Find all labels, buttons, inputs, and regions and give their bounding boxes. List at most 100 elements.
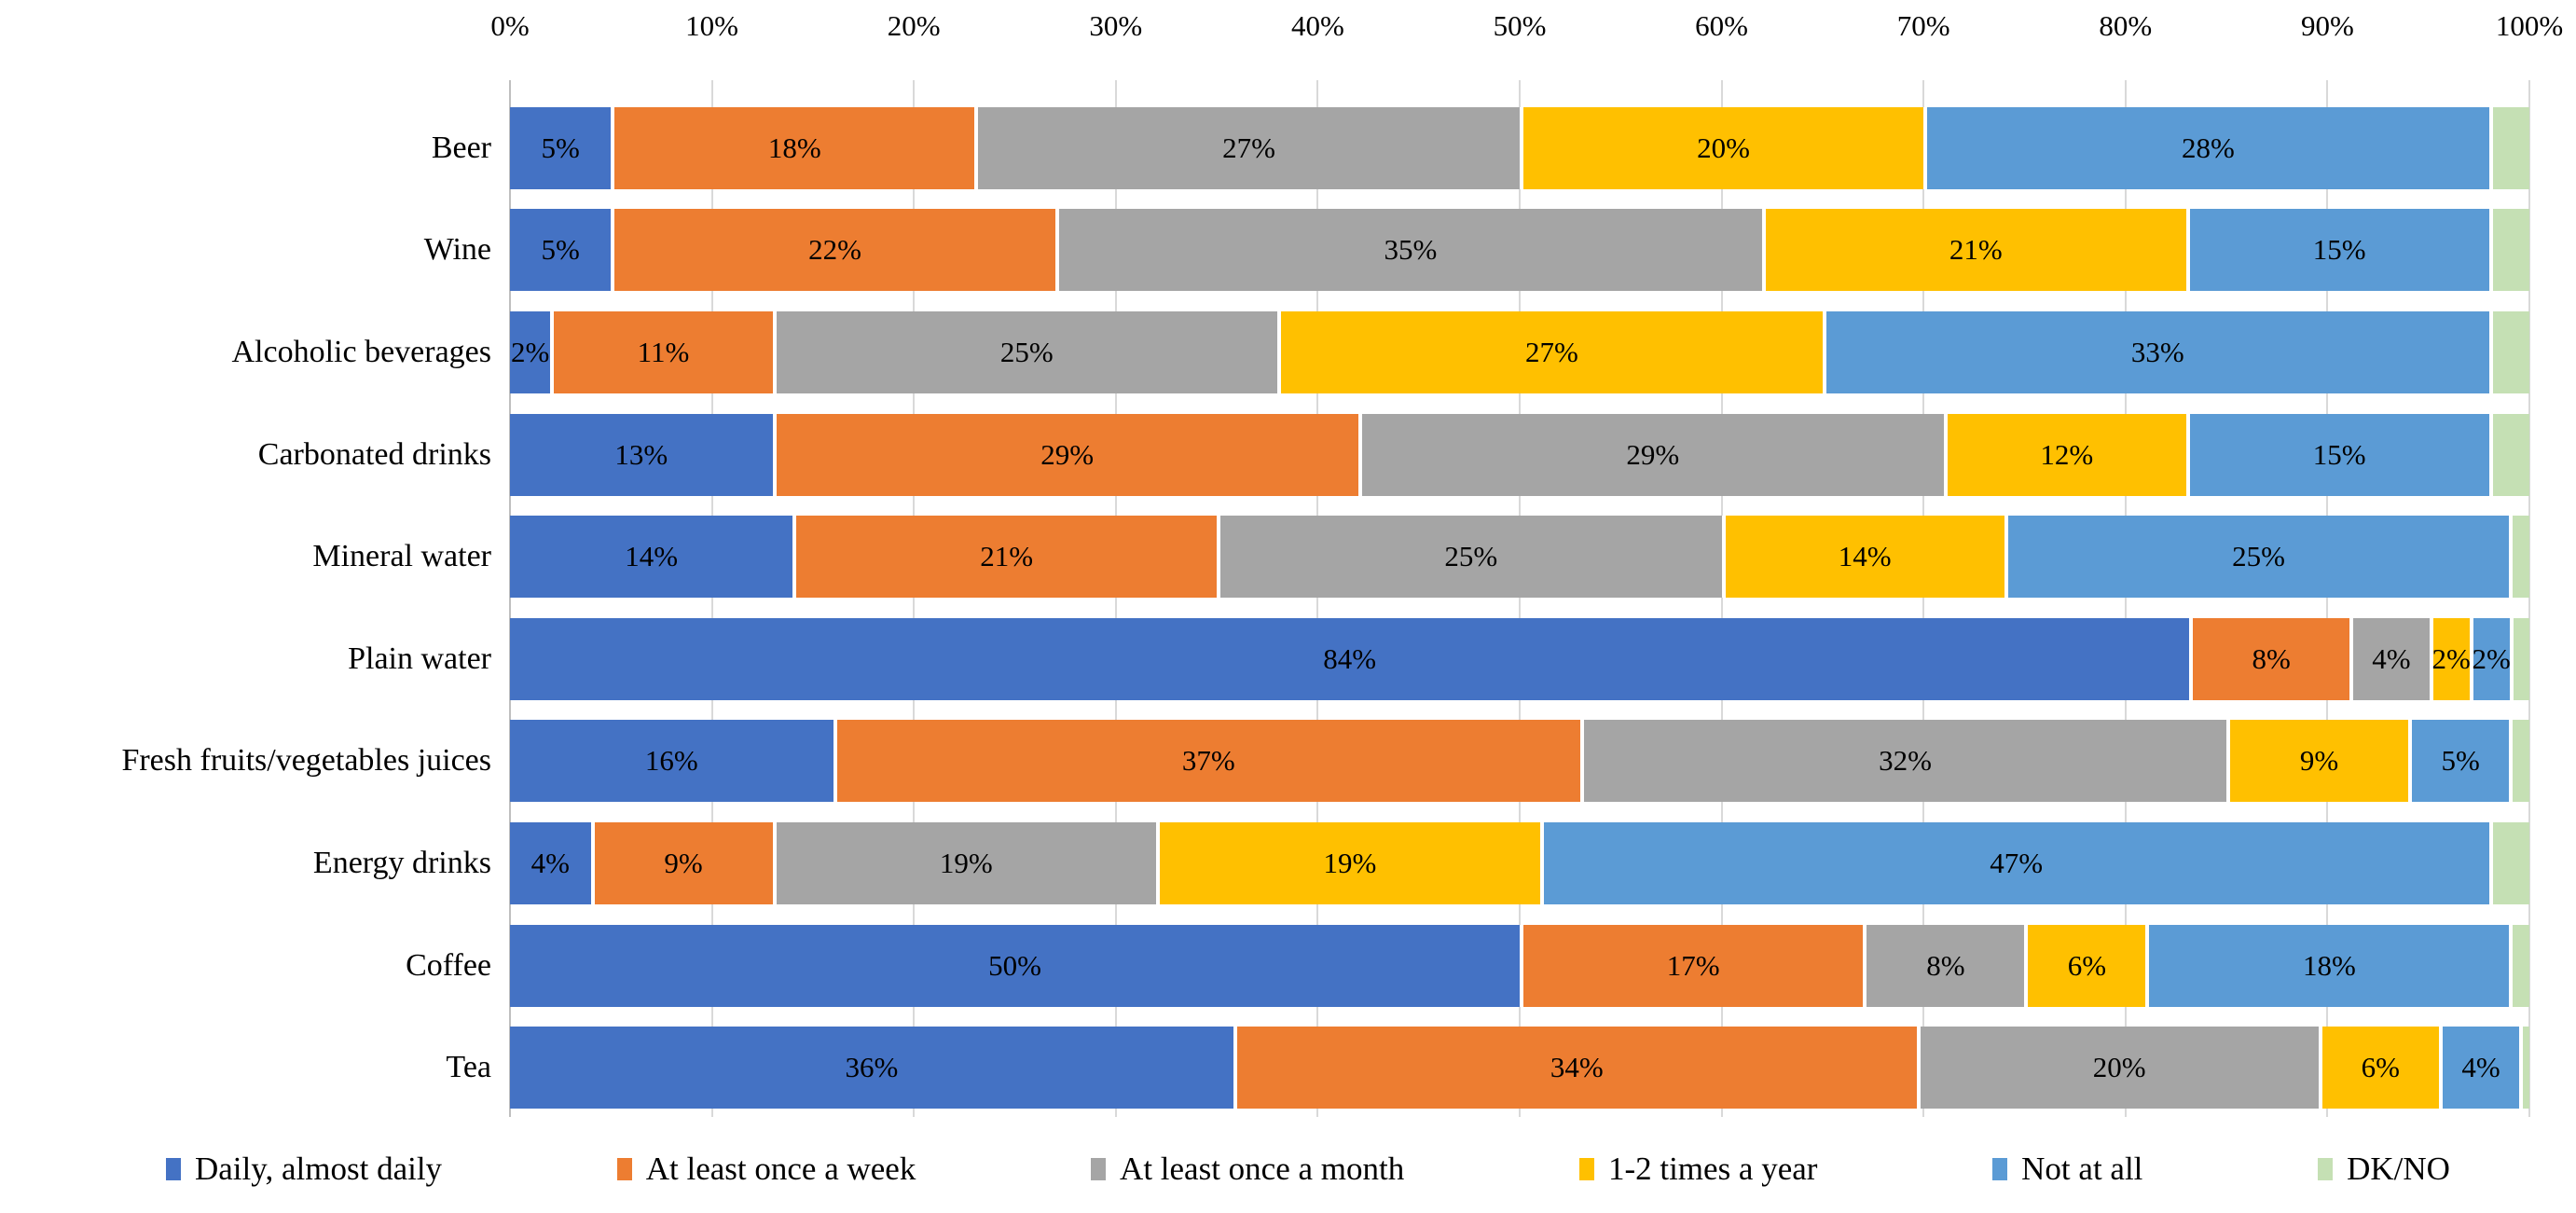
bar-segment: 36%: [510, 1027, 1233, 1110]
bar-segment: 18%: [2145, 924, 2510, 1007]
category-label: Coffee: [406, 947, 491, 983]
segment-value-label: 19%: [939, 846, 993, 879]
legend-item: DK/NO: [2318, 1151, 2450, 1188]
legend-item: Not at all: [1992, 1151, 2142, 1188]
bar-segment: 5%: [510, 209, 612, 292]
segment-value-label: 29%: [1626, 437, 1680, 471]
legend-label: At least once a week: [645, 1151, 916, 1187]
gridline: [1720, 80, 1723, 1117]
bar-segment: 84%: [510, 617, 2190, 700]
segment-value-label: 12%: [2040, 437, 2094, 471]
bar-segment: 2%: [2429, 617, 2471, 700]
legend-swatch-icon: [1992, 1158, 2008, 1180]
segment-value-label: 16%: [644, 744, 698, 778]
segment-value-label: 4%: [530, 846, 570, 879]
bar-segment: 37%: [833, 720, 1580, 803]
bar-segment: 32%: [1579, 720, 2227, 803]
legend-swatch-icon: [1578, 1158, 1594, 1180]
segment-value-label: 29%: [1040, 437, 1095, 471]
y-axis-line: [509, 80, 511, 1117]
bar-row: Coffee 50% 17% 8% 6% 18%: [0, 915, 2576, 1017]
bar-segment: [2509, 924, 2529, 1007]
bar-segment: [2509, 720, 2529, 803]
x-tick-label: 30%: [1089, 9, 1143, 42]
category-label: Alcoholic beverages: [231, 334, 492, 369]
bar-segment: 25%: [2004, 516, 2510, 599]
bar-segment: 2%: [2469, 617, 2511, 700]
bar-track: 2% 11% 25% 27% 33%: [510, 310, 2529, 393]
x-tick-label: 50%: [1493, 9, 1547, 42]
bar-track: 14% 21% 25% 14% 25%: [510, 516, 2529, 599]
bar-track: 4% 9% 19% 19% 47%: [510, 821, 2529, 904]
grid: [509, 80, 2530, 1117]
bar-segment: 13%: [510, 413, 773, 496]
segment-value-label: 27%: [1525, 335, 1578, 368]
segment-value-label: 5%: [2441, 744, 2480, 778]
legend-label: Daily, almost daily: [195, 1151, 443, 1187]
segment-value-label: 27%: [1222, 131, 1275, 164]
bar-row: Beer 5% 18% 27% 20% 28%: [0, 97, 2576, 200]
segment-value-label: 9%: [2299, 744, 2339, 778]
bar-segment: 14%: [510, 516, 793, 599]
bar-segment: 9%: [590, 821, 773, 904]
x-tick-label: 70%: [1896, 9, 1950, 42]
segment-value-label: 22%: [808, 233, 861, 267]
bar-segment: 25%: [1217, 516, 1722, 599]
bar-segment: 5%: [2408, 720, 2510, 803]
legend-label: At least once a month: [1120, 1151, 1405, 1187]
bar-segment: 11%: [550, 310, 773, 393]
segment-value-label: 25%: [1444, 540, 1498, 573]
bar-track: 13% 29% 29% 12% 15%: [510, 413, 2529, 496]
bar-segment: 4%: [510, 821, 591, 904]
legend-swatch-icon: [166, 1158, 181, 1180]
segment-value-label: 2%: [2472, 641, 2511, 675]
bar-segment: [2488, 209, 2529, 292]
bar-segment: 6%: [2318, 1027, 2439, 1110]
bar-segment: 21%: [792, 516, 1218, 599]
segment-value-label: 21%: [1949, 233, 2003, 267]
bar-row: Plain water 84% 8% 4% 2% 2%: [0, 608, 2576, 710]
segment-value-label: 15%: [2312, 437, 2366, 471]
gridline: [710, 80, 713, 1117]
segment-value-label: 6%: [2067, 948, 2107, 982]
bar-row: Fresh fruits/vegetables juices 16% 37% 32% 9…: [0, 710, 2576, 813]
category-label: Tea: [446, 1050, 491, 1085]
x-tick-label: 0%: [490, 9, 530, 42]
bar-segment: 21%: [1761, 209, 2186, 292]
legend-label: 1-2 times a year: [1607, 1151, 1818, 1187]
bar-segment: 50%: [510, 924, 1520, 1007]
bar-segment: 4%: [2438, 1027, 2520, 1110]
bar-row: Alcoholic beverages 2% 11% 25% 27% 33%: [0, 301, 2576, 404]
category-label: Energy drinks: [312, 845, 491, 880]
bar-segment: 18%: [611, 106, 975, 189]
bar-segment: 8%: [2189, 617, 2349, 700]
gridline: [1922, 80, 1925, 1117]
segment-value-label: 15%: [2312, 233, 2366, 267]
bar-segment: [2509, 617, 2529, 700]
segment-value-label: 35%: [1384, 233, 1438, 267]
bar-segment: 20%: [1916, 1027, 2319, 1110]
segment-value-label: 37%: [1181, 744, 1235, 778]
bar-segment: 12%: [1943, 413, 2186, 496]
bar-segment: 19%: [1156, 821, 1540, 904]
legend-label: Not at all: [2021, 1151, 2143, 1187]
category-label: Plain water: [348, 641, 491, 676]
legend-item: Daily, almost daily: [166, 1151, 442, 1188]
bar-segment: 34%: [1233, 1027, 1917, 1110]
segment-value-label: 25%: [999, 335, 1054, 368]
bar-segment: 22%: [611, 209, 1055, 292]
segment-value-label: 5%: [541, 131, 580, 164]
bar-rows: Beer 5% 18% 27% 20% 28% Wine 5% 22% 35% 21% 15% Alco…: [0, 97, 2576, 1119]
bar-segment: [2509, 516, 2529, 599]
bar-segment: 35%: [1054, 209, 1762, 292]
bar-segment: [2488, 821, 2529, 904]
segment-value-label: 47%: [1990, 846, 2044, 879]
x-tick-label: 20%: [887, 9, 941, 42]
bar-segment: 27%: [974, 106, 1520, 189]
segment-value-label: 33%: [2130, 335, 2184, 368]
category-label: Mineral water: [312, 539, 491, 574]
legend-label: DK/NO: [2347, 1151, 2450, 1187]
segment-value-label: 6%: [2361, 1051, 2400, 1084]
segment-value-label: 50%: [988, 948, 1041, 982]
bar-row: Tea 36% 34% 20% 6% 4%: [0, 1016, 2576, 1119]
